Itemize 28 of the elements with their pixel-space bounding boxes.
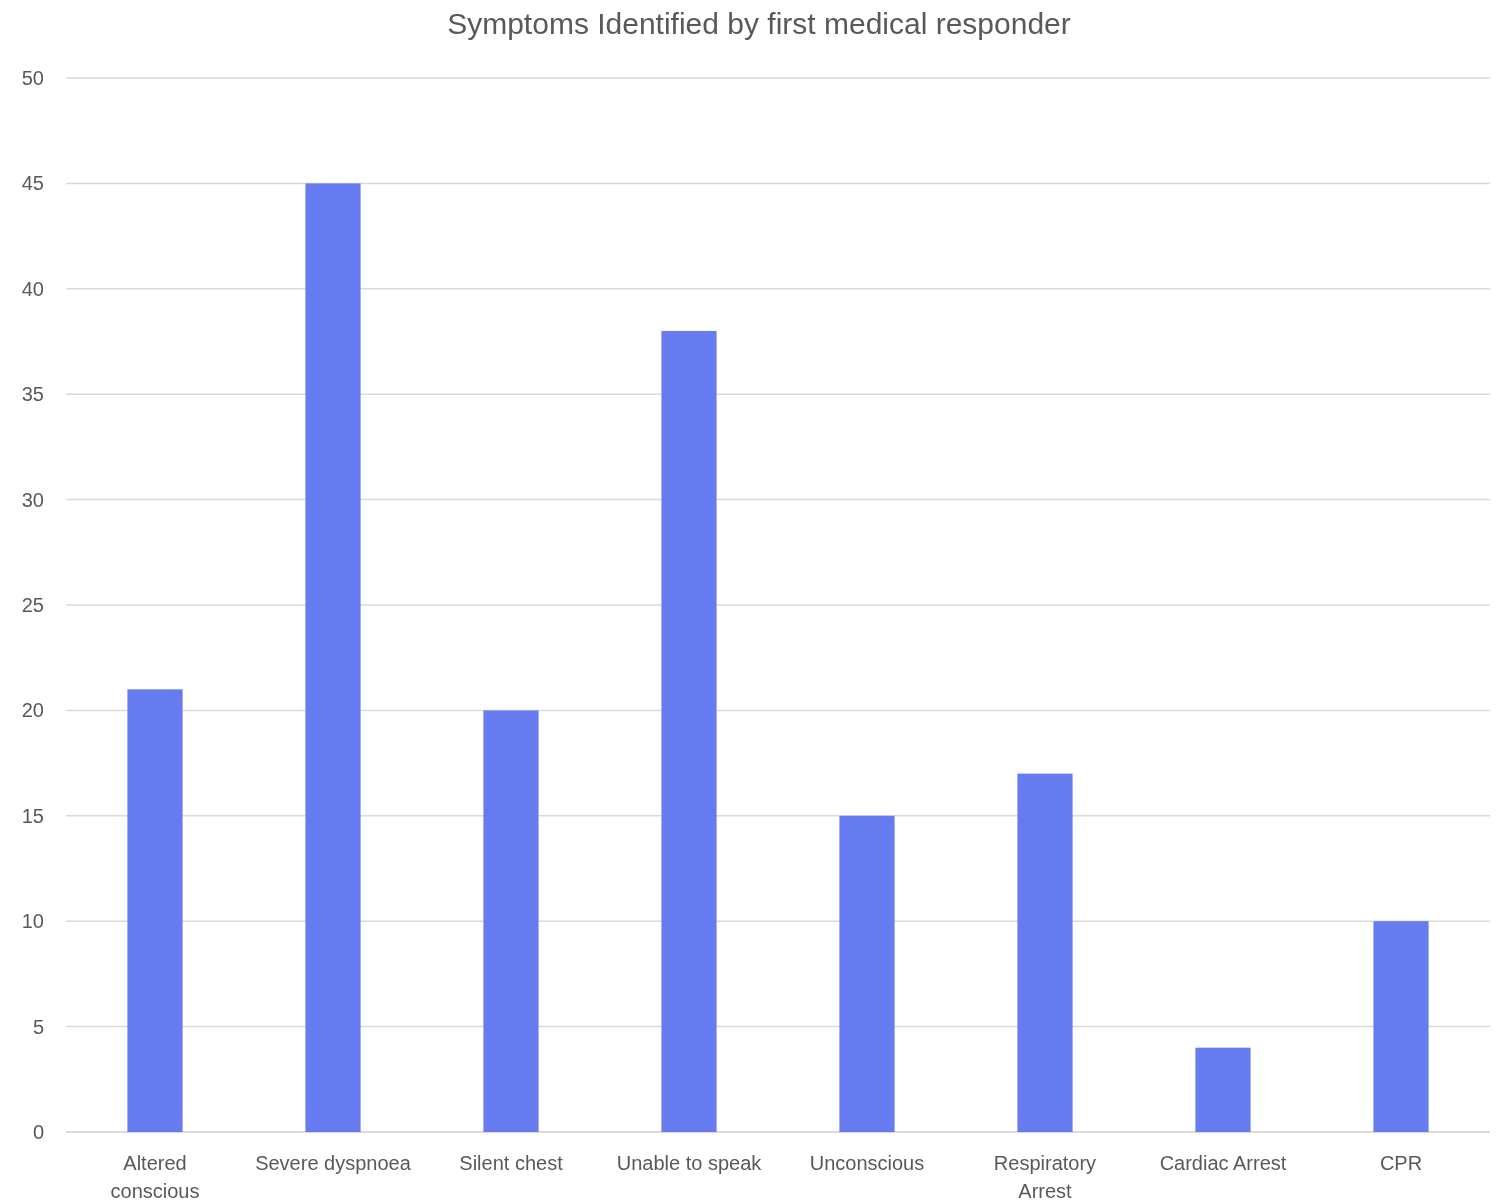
bar	[483, 710, 539, 1132]
x-tick-label: Unable to speak	[616, 1152, 763, 1174]
bar	[661, 330, 717, 1132]
y-tick-label: 40	[21, 277, 44, 300]
bar	[1195, 1047, 1251, 1132]
x-tick-label: Cardiac Arrest	[1159, 1152, 1287, 1174]
x-tick-label: Altered conscious	[110, 1152, 200, 1202]
x-tick-label: Silent chest	[459, 1152, 564, 1174]
x-tick-label: Severe dyspnoea	[255, 1152, 412, 1174]
y-tick-label: 45	[21, 172, 44, 195]
y-tick-label: 25	[21, 594, 44, 616]
x-tick-label: CPR	[1379, 1152, 1423, 1174]
x-tick-label: Unconscious	[809, 1152, 925, 1174]
bar	[1373, 921, 1429, 1132]
x-tick-label: Respiratory Arrest	[993, 1152, 1097, 1202]
y-tick-label: 5	[32, 1015, 44, 1038]
y-tick-label: 10	[21, 910, 44, 933]
bar	[1017, 773, 1073, 1132]
bar	[305, 183, 361, 1132]
bar	[839, 815, 895, 1132]
y-tick-label: 50	[21, 67, 44, 89]
bar	[127, 689, 183, 1132]
y-tick-label: 15	[21, 804, 44, 827]
y-tick-label: 35	[21, 383, 44, 406]
y-tick-label: 30	[21, 488, 44, 511]
chart-title: Symptoms Identified by first medical responder	[447, 7, 1071, 40]
y-tick-label: 0	[32, 1121, 44, 1143]
y-tick-label: 20	[21, 699, 44, 722]
